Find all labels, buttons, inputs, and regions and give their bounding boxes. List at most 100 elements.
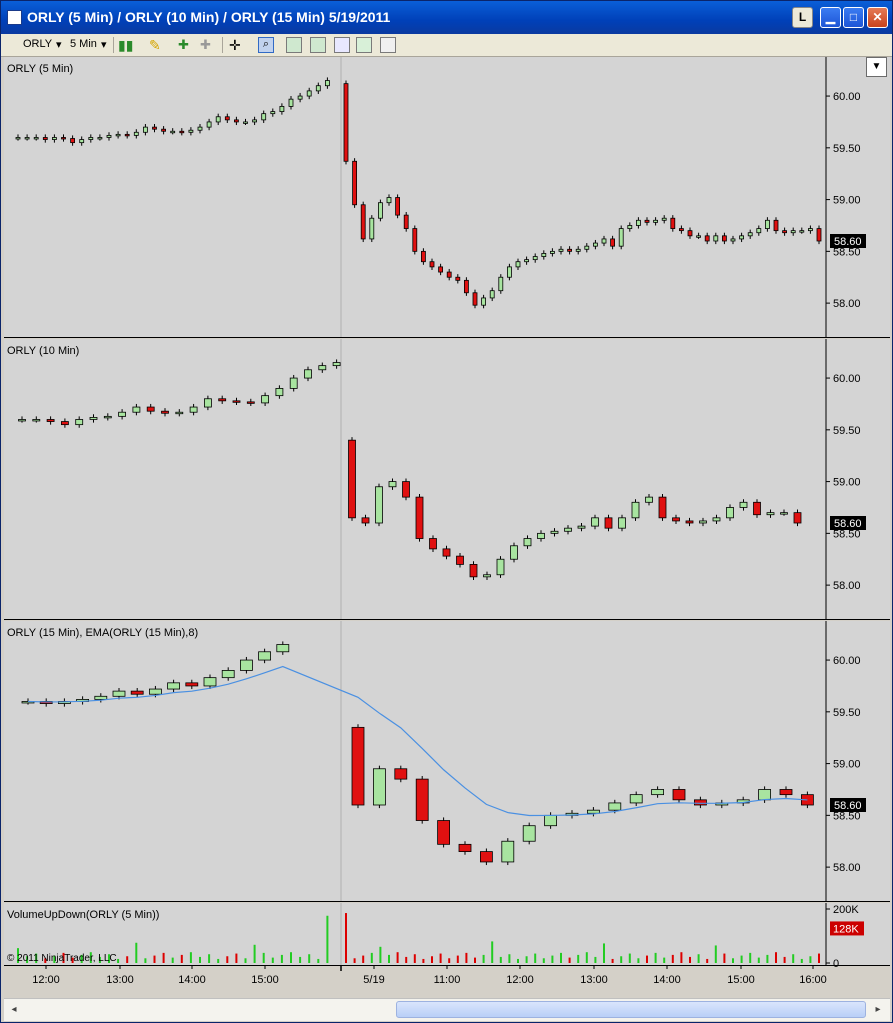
maximize-button[interactable]: □ (843, 7, 864, 28)
strategies-icon[interactable] (334, 37, 350, 53)
pencil-icon[interactable]: ✎ (149, 37, 161, 53)
candle-body (197, 126, 203, 131)
properties-icon[interactable] (286, 37, 302, 53)
candle-body (739, 235, 744, 240)
scroll-right-icon[interactable]: ▸ (875, 1004, 881, 1015)
candle-body (567, 248, 572, 252)
candle-body (18, 419, 26, 422)
y-tick-label: 58.50 (833, 810, 861, 822)
volume-bar (551, 955, 554, 963)
candle-body (523, 538, 532, 547)
candle-body (232, 400, 241, 403)
volume-bar (226, 956, 229, 963)
remove-indicator-icon[interactable]: ✚ (200, 37, 211, 52)
volume-bar (594, 956, 597, 963)
candle-body (699, 520, 707, 524)
candle-body (550, 530, 559, 534)
volume-bar (71, 957, 74, 963)
templates-icon[interactable] (380, 37, 396, 53)
volume-bar (611, 958, 614, 963)
volume-bar (775, 952, 777, 963)
candle-body (243, 121, 248, 124)
candle-body (577, 525, 586, 529)
last-price-label-bg (830, 234, 866, 248)
volume-bar (542, 958, 545, 963)
x-tick-label: 14:00 (178, 974, 206, 986)
candle-body (510, 545, 518, 560)
candle-body (420, 250, 426, 263)
candle-body (651, 789, 664, 796)
volume-bar (448, 958, 451, 963)
volume-bar (396, 952, 399, 963)
candle-body (261, 395, 270, 404)
volume-bar (108, 954, 110, 963)
candle-body (747, 232, 753, 237)
candle-body (463, 279, 469, 294)
candle-body (97, 137, 103, 140)
x-tick-label: 13:00 (580, 974, 608, 986)
volume-bar (732, 958, 734, 963)
chevron-down-icon[interactable]: ▾ (101, 39, 107, 51)
candle-body (591, 517, 599, 527)
candle-body (167, 682, 181, 690)
y-axis-bg (826, 621, 890, 901)
candle-body (386, 197, 392, 204)
y-tick-label: 60.00 (833, 373, 861, 385)
data-box-icon[interactable] (356, 37, 372, 53)
add-indicator-icon[interactable]: ✚ (178, 37, 189, 52)
volume-bar (456, 955, 459, 963)
last-volume-label: 128K (833, 923, 859, 935)
candle-body (782, 230, 787, 234)
candle-body (402, 481, 410, 498)
candle-body (618, 228, 624, 247)
crosshair-icon[interactable]: ✛ (229, 37, 241, 53)
scroll-thumb[interactable] (396, 1001, 866, 1018)
chevron-down-icon[interactable]: ▾ (56, 39, 62, 51)
indicators-icon[interactable] (310, 37, 326, 53)
candle-body (142, 126, 148, 133)
bar-type-icon[interactable]: ▮▮ (118, 37, 134, 53)
candle-body (203, 398, 212, 408)
candle-body (687, 230, 693, 237)
candle-body (446, 271, 452, 278)
toolbar-divider (113, 37, 114, 53)
close-button[interactable]: ✕ (867, 7, 888, 28)
volume-bar (117, 958, 120, 963)
volume-bar (749, 952, 752, 963)
candle-body (501, 840, 515, 863)
period-selector[interactable]: 5 Min (70, 38, 97, 50)
candle-body (221, 670, 235, 679)
y-tick-label: 200K (833, 904, 859, 916)
volume-bar (271, 957, 274, 963)
minimize-button[interactable]: ▁ (820, 7, 841, 28)
candle-body (94, 695, 108, 700)
candle-body (696, 235, 701, 238)
candle-body (79, 139, 85, 144)
zoom-icon[interactable]: ⌕ (258, 37, 274, 53)
volume-bar (431, 956, 433, 963)
ema-line (27, 665, 808, 817)
volume-bar (603, 943, 605, 963)
candle-body (604, 517, 613, 529)
candle-body (415, 496, 424, 539)
title-bar[interactable]: ORLY (5 Min) / ORLY (10 Min) / ORLY (15 … (1, 1, 892, 34)
horizontal-scrollbar[interactable]: ◂ ▸ (4, 998, 890, 1021)
volume-bar (628, 953, 631, 963)
scroll-left-icon[interactable]: ◂ (11, 1004, 17, 1015)
volume-bar (370, 952, 373, 963)
chevron-down-icon[interactable]: ▼ (866, 57, 887, 77)
y-tick-label: 58.00 (833, 862, 861, 874)
volume-bar (637, 958, 640, 963)
volume-bar (44, 958, 47, 963)
volume-bar (208, 954, 211, 963)
candle-body (75, 419, 84, 426)
candle-body (672, 517, 680, 522)
volume-bar (413, 954, 416, 963)
volume-bar (317, 958, 320, 963)
volume-bar (706, 958, 709, 963)
candle-body (670, 217, 676, 229)
chart-area[interactable]: ORLY (5 Min) ORLY (10 Min) ORLY (15 Min), … (4, 57, 890, 998)
instrument-selector[interactable]: ORLY (23, 38, 53, 50)
candle-body (412, 228, 418, 252)
link-button[interactable]: L (792, 7, 813, 28)
